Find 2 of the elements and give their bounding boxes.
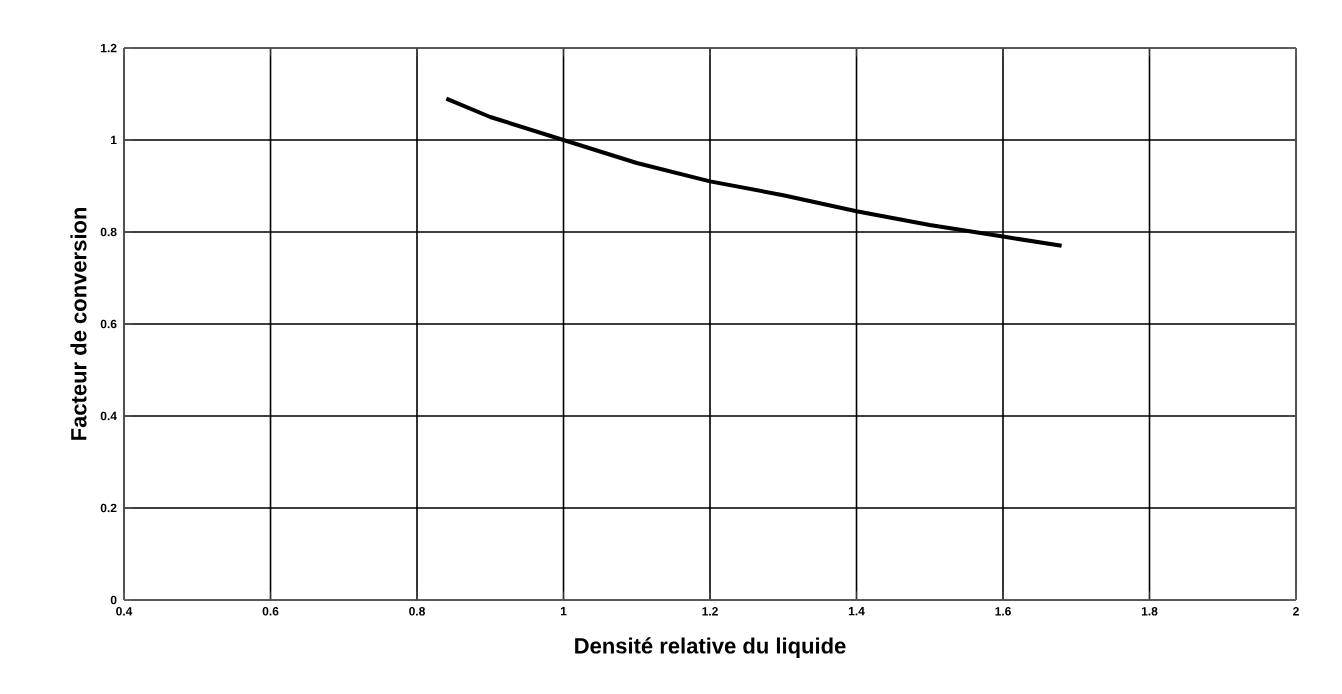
x-axis-title: Densité relative du liquide [575,637,846,658]
y-axis-title: Facteur de conversion [70,208,87,440]
